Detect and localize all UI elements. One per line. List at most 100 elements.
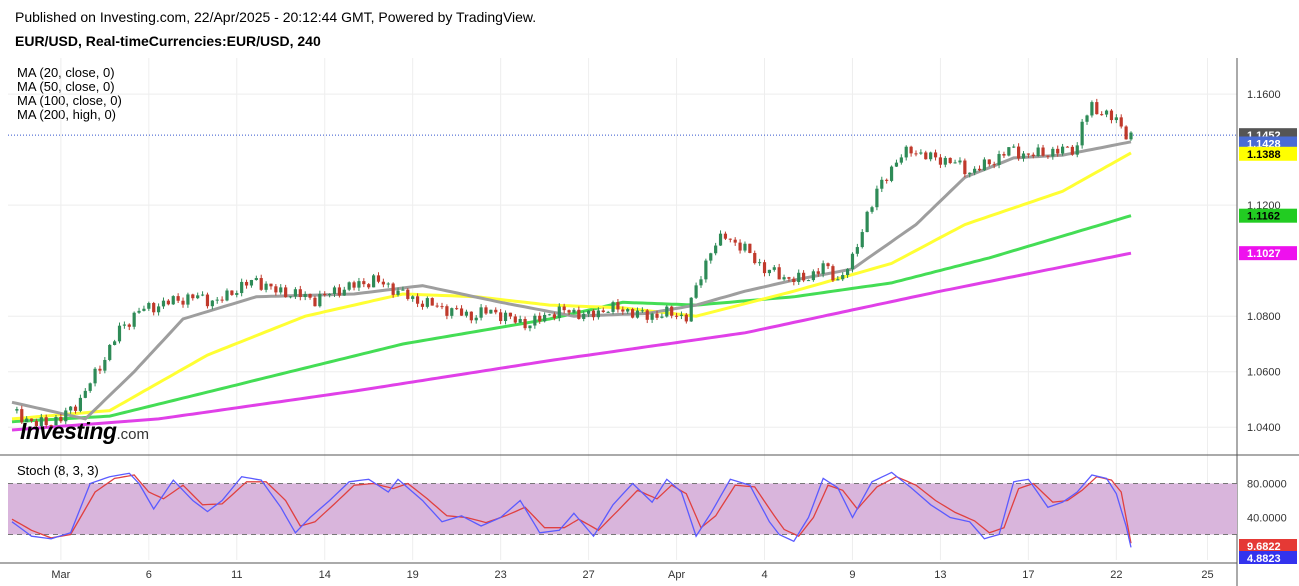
candle-down (1031, 154, 1035, 157)
candle-up (200, 294, 205, 296)
candle-up (78, 397, 83, 411)
stoch-value-label: 4.8823 (1247, 553, 1281, 565)
candle-up (225, 290, 229, 301)
candle-down (787, 277, 791, 279)
candle-up (689, 297, 693, 322)
ma-legend-item: MA (200, high, 0) (17, 107, 116, 122)
candle-down (1046, 155, 1050, 157)
candle-up (386, 283, 390, 285)
candle-up (714, 245, 718, 254)
candle-up (235, 293, 239, 295)
candle-up (533, 315, 537, 326)
ma-legend: MA (20, close, 0) MA (50, close, 0) MA (… (17, 66, 122, 122)
candle-down (244, 281, 249, 286)
candle-up (1036, 147, 1040, 157)
candle-up (137, 310, 141, 313)
candle-down (753, 252, 757, 264)
candle-down (152, 303, 156, 313)
candle-up (196, 295, 200, 299)
candle-up (142, 308, 146, 311)
candle-up (704, 260, 708, 280)
candle-up (147, 303, 151, 309)
candle-up (342, 289, 346, 296)
candle-down (352, 282, 356, 288)
candle-up (210, 300, 214, 307)
candle-up (1007, 147, 1011, 156)
candle-down (630, 309, 635, 318)
ma-value-label: 1.1388 (1247, 149, 1281, 161)
candle-down (1065, 146, 1070, 148)
candle-down (73, 406, 78, 411)
candle-up (371, 275, 376, 288)
candle-up (464, 311, 469, 316)
candle-down (59, 416, 63, 422)
candle-down (591, 310, 596, 318)
candle-down (1095, 102, 1099, 115)
stoch-value-bg (1239, 539, 1297, 552)
candle-down (1056, 148, 1060, 154)
candle-up (279, 287, 283, 293)
logo-brand: Investing (20, 418, 117, 444)
candle-down (484, 307, 488, 314)
candle-up (1114, 117, 1118, 121)
candle-up (528, 325, 532, 329)
candle-up (450, 308, 454, 316)
candle-down (376, 275, 381, 282)
candle-up (425, 298, 429, 307)
candle-up (875, 188, 879, 208)
candle-down (885, 179, 889, 181)
candle-down (909, 146, 913, 154)
candle-down (977, 168, 982, 171)
candle-up (357, 281, 361, 288)
candle-down (748, 243, 752, 253)
candle-up (973, 168, 977, 173)
candle-down (313, 297, 317, 307)
candle-up (929, 152, 933, 160)
candle-up (156, 306, 161, 313)
candle-up (503, 312, 508, 322)
candle-up (64, 410, 68, 422)
candle-up (543, 314, 547, 322)
candle-down (601, 310, 605, 312)
candle-up (880, 179, 884, 189)
ma-value-label-bg (1239, 146, 1297, 161)
candle-up (288, 296, 293, 298)
candle-up (606, 311, 610, 313)
candle-up (665, 306, 669, 317)
candle-up (557, 306, 561, 319)
y-tick-label: 1.0800 (1247, 311, 1281, 323)
axes: 1.16001.12001.08001.06001.040080.000040.… (51, 89, 1286, 581)
candle-up (635, 310, 640, 318)
candle-up (122, 324, 126, 326)
candle-up (841, 275, 845, 280)
candle-up (968, 172, 972, 175)
candle-up (836, 279, 840, 281)
ma50-line (11, 151, 1132, 421)
candle-up (821, 263, 825, 274)
candle-down (166, 300, 170, 305)
candle-up (186, 294, 190, 305)
candle-up (860, 232, 864, 248)
candle-up (293, 289, 298, 297)
candle-down (205, 294, 210, 307)
investing-logo: Investing.com (20, 418, 149, 445)
candle-up (249, 279, 254, 286)
candle-up (161, 300, 166, 307)
candle-up (855, 247, 859, 254)
candle-up (1051, 148, 1055, 157)
candle-up (899, 157, 903, 163)
candle-up (709, 253, 713, 261)
candle-down (435, 305, 439, 307)
candle-down (430, 298, 434, 306)
x-tick-label: 27 (582, 569, 594, 581)
candle-up (1012, 146, 1016, 148)
ma-lines (11, 140, 1132, 432)
candle-up (919, 152, 923, 154)
x-tick-label: 17 (1022, 569, 1034, 581)
candle-down (645, 310, 649, 320)
candle-down (29, 418, 34, 421)
x-tick-label: 19 (407, 569, 419, 581)
candle-up (806, 280, 811, 282)
candle-down (20, 409, 24, 423)
